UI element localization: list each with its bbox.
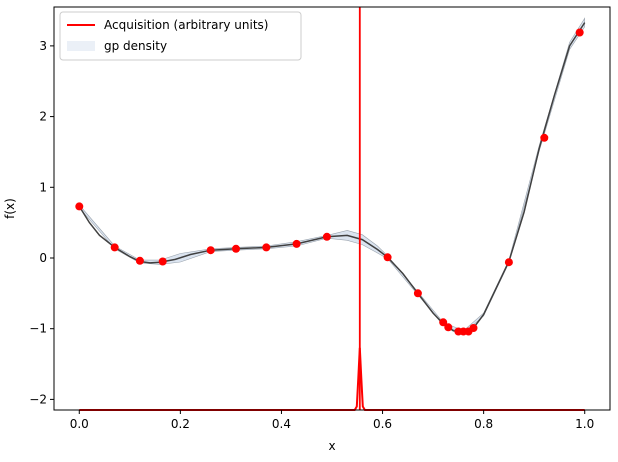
x-tick-label: 1.0	[575, 417, 594, 431]
x-tick-label: 0.0	[70, 417, 89, 431]
observation-point	[383, 253, 392, 262]
observation-point	[135, 256, 144, 265]
legend-label-acquisition: Acquisition (arbitrary units)	[104, 18, 268, 32]
y-tick-label: −1	[29, 322, 47, 336]
x-tick-label: 0.6	[373, 417, 392, 431]
y-axis-label: f(x)	[3, 198, 17, 219]
observation-point	[469, 324, 478, 332]
observation-point	[206, 246, 215, 255]
y-tick-label: 0	[39, 251, 47, 265]
observation-point	[322, 232, 331, 241]
legend-swatch-gp-density	[67, 41, 95, 51]
y-tick-label: −2	[29, 392, 47, 406]
x-axis-label: x	[328, 439, 335, 453]
y-axis: −2 −1 0 1 2 3	[29, 39, 54, 406]
y-tick-label: 3	[39, 39, 47, 53]
observation-point	[158, 257, 167, 266]
observation-point	[439, 318, 448, 327]
x-axis: 0.0 0.2 0.4 0.6 0.8 1.0	[70, 410, 594, 431]
y-tick-label: 2	[39, 110, 47, 124]
observation-point	[504, 258, 513, 267]
legend: Acquisition (arbitrary units) gp density	[59, 11, 302, 61]
observation-point	[110, 243, 119, 252]
legend-box	[59, 11, 302, 61]
x-tick-label: 0.8	[474, 417, 493, 431]
axes-frame	[53, 6, 611, 411]
observation-point	[75, 202, 84, 211]
legend-label-gp-density: gp density	[104, 39, 167, 53]
plot-area	[75, 7, 586, 411]
x-tick-label: 0.2	[171, 417, 190, 431]
observation-point	[413, 289, 422, 298]
observation-point	[540, 133, 549, 142]
observation-point	[232, 244, 240, 253]
observation-point	[575, 28, 584, 37]
gp-density-band	[79, 17, 586, 334]
gp-mean-line	[78, 22, 586, 333]
observation-point	[262, 243, 271, 252]
observation-point	[292, 239, 301, 248]
x-tick-label: 0.4	[272, 417, 291, 431]
observation-point	[444, 323, 453, 332]
y-tick-label: 1	[39, 180, 47, 194]
